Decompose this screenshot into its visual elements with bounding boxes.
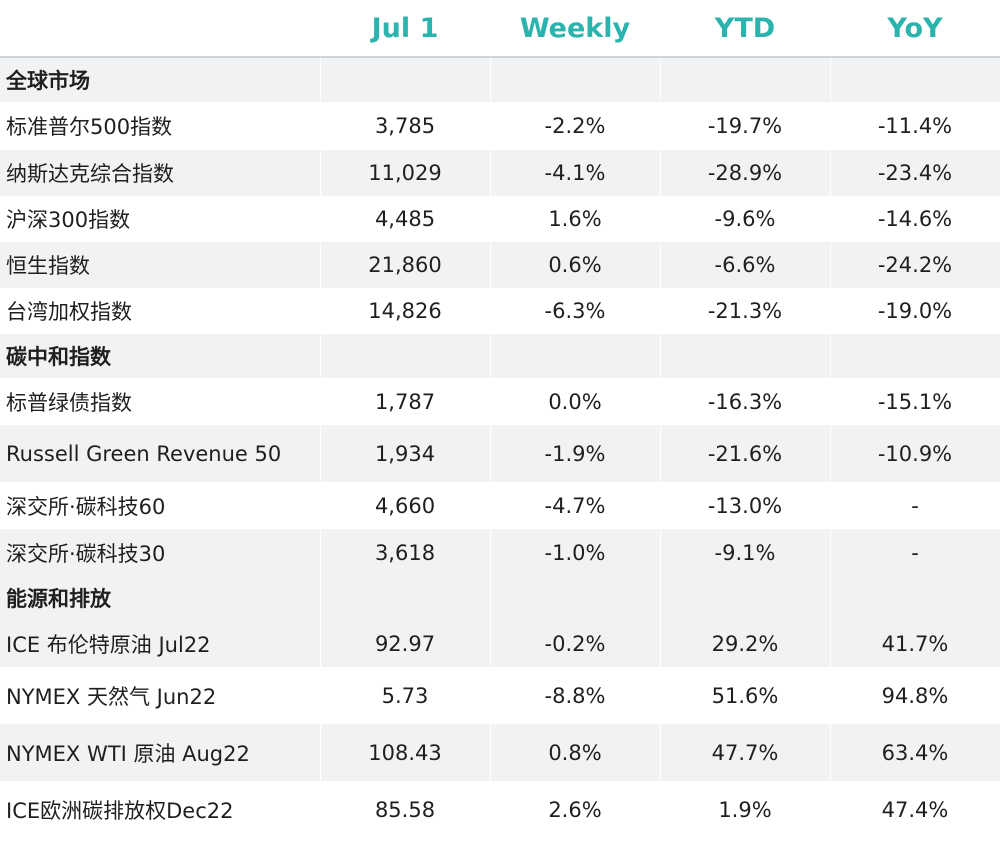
- table-row: 深交所·碳科技30 3,618 -1.0% -9.1% -: [0, 529, 1000, 576]
- row-weekly: -2.2%: [490, 102, 661, 150]
- row-name: 恒生指数: [0, 242, 321, 288]
- row-ytd: 29.2%: [660, 620, 831, 667]
- row-jul1: 1,787: [320, 378, 491, 425]
- section-header-energy-emissions: 能源和排放: [0, 576, 1000, 620]
- row-jul1: 4,485: [320, 196, 491, 242]
- section-title: 碳中和指数: [0, 334, 321, 378]
- row-yoy: -11.4%: [830, 102, 1000, 150]
- row-weekly: -0.2%: [490, 620, 661, 667]
- row-name: NYMEX 天然气 Jun22: [0, 667, 321, 724]
- row-ytd: -16.3%: [660, 378, 831, 425]
- row-yoy: -10.9%: [830, 425, 1000, 482]
- table-row: 恒生指数 21,860 0.6% -6.6% -24.2%: [0, 242, 1000, 288]
- row-weekly: 0.8%: [490, 724, 661, 781]
- row-yoy: -15.1%: [830, 378, 1000, 425]
- header-ytd: YTD: [660, 0, 830, 58]
- row-ytd: -13.0%: [660, 482, 831, 529]
- row-weekly: -6.3%: [490, 288, 661, 334]
- row-name: NYMEX WTI 原油 Aug22: [0, 724, 321, 781]
- row-jul1: 3,618: [320, 529, 491, 576]
- row-weekly: -1.9%: [490, 425, 661, 482]
- row-ytd: 47.7%: [660, 724, 831, 781]
- row-weekly: 0.0%: [490, 378, 661, 425]
- row-yoy: -23.4%: [830, 150, 1000, 196]
- row-name: 标普绿债指数: [0, 378, 321, 425]
- row-weekly: -1.0%: [490, 529, 661, 576]
- row-name: 深交所·碳科技60: [0, 482, 321, 529]
- table-row: 深交所·碳科技60 4,660 -4.7% -13.0% -: [0, 482, 1000, 529]
- row-name: 台湾加权指数: [0, 288, 321, 334]
- row-weekly: -4.7%: [490, 482, 661, 529]
- row-jul1: 14,826: [320, 288, 491, 334]
- row-ytd: -6.6%: [660, 242, 831, 288]
- header-row: Jul 1 Weekly YTD YoY: [0, 0, 1000, 58]
- header-jul1: Jul 1: [320, 0, 490, 58]
- row-name: 沪深300指数: [0, 196, 321, 242]
- row-ytd: -21.3%: [660, 288, 831, 334]
- row-yoy: -24.2%: [830, 242, 1000, 288]
- row-jul1: 21,860: [320, 242, 491, 288]
- table-row: NYMEX WTI 原油 Aug22 108.43 0.8% 47.7% 63.…: [0, 724, 1000, 781]
- row-ytd: -21.6%: [660, 425, 831, 482]
- row-yoy: -14.6%: [830, 196, 1000, 242]
- row-name: 纳斯达克综合指数: [0, 150, 321, 196]
- row-jul1: 11,029: [320, 150, 491, 196]
- row-yoy: -: [830, 482, 1000, 529]
- table-row: NYMEX 天然气 Jun22 5.73 -8.8% 51.6% 94.8%: [0, 667, 1000, 724]
- row-jul1: 108.43: [320, 724, 491, 781]
- header-blank: [0, 0, 320, 58]
- row-name: Russell Green Revenue 50: [0, 425, 321, 482]
- row-weekly: -4.1%: [490, 150, 661, 196]
- row-weekly: -8.8%: [490, 667, 661, 724]
- table-row: 标准普尔500指数 3,785 -2.2% -19.7% -11.4%: [0, 102, 1000, 150]
- table-row: ICE 布伦特原油 Jul22 92.97 -0.2% 29.2% 41.7%: [0, 620, 1000, 667]
- row-jul1: 92.97: [320, 620, 491, 667]
- row-jul1: 4,660: [320, 482, 491, 529]
- row-ytd: -28.9%: [660, 150, 831, 196]
- row-name: ICE 布伦特原油 Jul22: [0, 620, 321, 667]
- row-ytd: 51.6%: [660, 667, 831, 724]
- row-jul1: 3,785: [320, 102, 491, 150]
- row-yoy: -19.0%: [830, 288, 1000, 334]
- table-row: ICE欧洲碳排放权Dec22 85.58 2.6% 1.9% 47.4%: [0, 781, 1000, 838]
- header-yoy: YoY: [830, 0, 1000, 58]
- section-title: 能源和排放: [0, 576, 321, 620]
- row-ytd: -19.7%: [660, 102, 831, 150]
- row-yoy: 94.8%: [830, 667, 1000, 724]
- row-jul1: 5.73: [320, 667, 491, 724]
- row-ytd: -9.1%: [660, 529, 831, 576]
- row-yoy: 63.4%: [830, 724, 1000, 781]
- section-header-global-markets: 全球市场: [0, 57, 1000, 102]
- row-name: 标准普尔500指数: [0, 102, 321, 150]
- row-yoy: -: [830, 529, 1000, 576]
- table-row: 纳斯达克综合指数 11,029 -4.1% -28.9% -23.4%: [0, 150, 1000, 196]
- header-weekly: Weekly: [490, 0, 660, 58]
- row-yoy: 41.7%: [830, 620, 1000, 667]
- table-row: Russell Green Revenue 50 1,934 -1.9% -21…: [0, 425, 1000, 482]
- row-jul1: 85.58: [320, 781, 491, 838]
- row-ytd: -9.6%: [660, 196, 831, 242]
- table-row: 标普绿债指数 1,787 0.0% -16.3% -15.1%: [0, 378, 1000, 425]
- table-row: 沪深300指数 4,485 1.6% -9.6% -14.6%: [0, 196, 1000, 242]
- section-header-carbon-neutral: 碳中和指数: [0, 334, 1000, 378]
- table-row: 台湾加权指数 14,826 -6.3% -21.3% -19.0%: [0, 288, 1000, 334]
- row-weekly: 2.6%: [490, 781, 661, 838]
- row-weekly: 1.6%: [490, 196, 661, 242]
- row-weekly: 0.6%: [490, 242, 661, 288]
- row-ytd: 1.9%: [660, 781, 831, 838]
- row-yoy: 47.4%: [830, 781, 1000, 838]
- row-name: 深交所·碳科技30: [0, 529, 321, 576]
- section-title: 全球市场: [0, 57, 321, 102]
- row-name: ICE欧洲碳排放权Dec22: [0, 781, 321, 838]
- row-jul1: 1,934: [320, 425, 491, 482]
